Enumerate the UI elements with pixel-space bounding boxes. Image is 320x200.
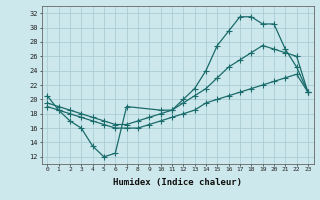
X-axis label: Humidex (Indice chaleur): Humidex (Indice chaleur) xyxy=(113,178,242,187)
